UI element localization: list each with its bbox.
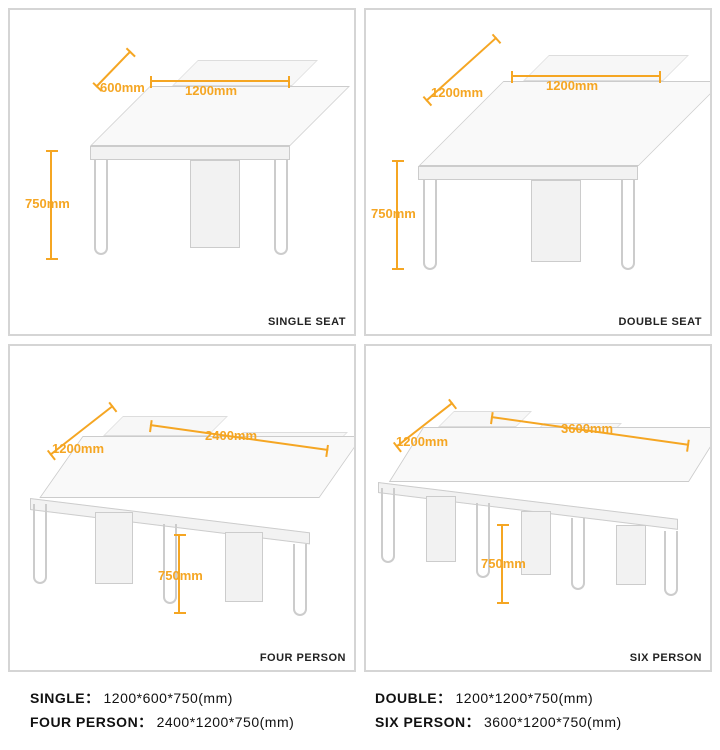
spec-label: FOUR PERSON： bbox=[30, 714, 153, 730]
dim-width: 2400mm bbox=[205, 428, 257, 443]
panel-grid: 1200mm 600mm 750mm SINGLE SEAT 1200mm 12… bbox=[0, 0, 720, 680]
panel-six-person: 3600mm 1200mm 750mm SIX PERSON bbox=[364, 344, 712, 672]
dim-height: 750mm bbox=[481, 556, 526, 571]
dim-depth: 1200mm bbox=[431, 85, 483, 100]
dim-bar-width bbox=[150, 80, 290, 82]
dim-depth: 1200mm bbox=[396, 434, 448, 449]
spec-label: SINGLE： bbox=[30, 690, 100, 706]
spec-value: 2400*1200*750(mm) bbox=[157, 714, 295, 730]
spec-label: SIX PERSON： bbox=[375, 714, 480, 730]
dim-width: 3600mm bbox=[561, 421, 613, 436]
spec-row-six: SIX PERSON： 3600*1200*750(mm) bbox=[375, 712, 690, 732]
dim-width: 1200mm bbox=[546, 78, 598, 93]
dim-depth: 600mm bbox=[100, 80, 145, 95]
spec-value: 1200*1200*750(mm) bbox=[456, 690, 594, 706]
dim-height: 750mm bbox=[371, 206, 416, 221]
dim-height: 750mm bbox=[25, 196, 70, 211]
dim-height: 750mm bbox=[158, 568, 203, 583]
panel-single-seat: 1200mm 600mm 750mm SINGLE SEAT bbox=[8, 8, 356, 336]
panel-double-seat: 1200mm 1200mm 750mm DOUBLE SEAT bbox=[364, 8, 712, 336]
footer-spec-table: SINGLE： 1200*600*750(mm) DOUBLE： 1200*12… bbox=[0, 688, 720, 732]
spec-row-four: FOUR PERSON： 2400*1200*750(mm) bbox=[30, 712, 345, 732]
spec-value: 1200*600*750(mm) bbox=[104, 690, 233, 706]
dim-width: 1200mm bbox=[185, 83, 237, 98]
spec-row-double: DOUBLE： 1200*1200*750(mm) bbox=[375, 688, 690, 708]
panel-label: DOUBLE SEAT bbox=[618, 316, 702, 328]
spec-row-single: SINGLE： 1200*600*750(mm) bbox=[30, 688, 345, 708]
panel-label: SINGLE SEAT bbox=[268, 316, 346, 328]
dim-depth: 1200mm bbox=[52, 441, 104, 456]
spec-value: 3600*1200*750(mm) bbox=[484, 714, 622, 730]
panel-label: FOUR PERSON bbox=[260, 652, 346, 664]
panel-four-person: 2400mm 1200mm 750mm FOUR PERSON bbox=[8, 344, 356, 672]
spec-label: DOUBLE： bbox=[375, 690, 452, 706]
panel-label: SIX PERSON bbox=[630, 652, 702, 664]
dim-bar-width bbox=[511, 75, 661, 77]
